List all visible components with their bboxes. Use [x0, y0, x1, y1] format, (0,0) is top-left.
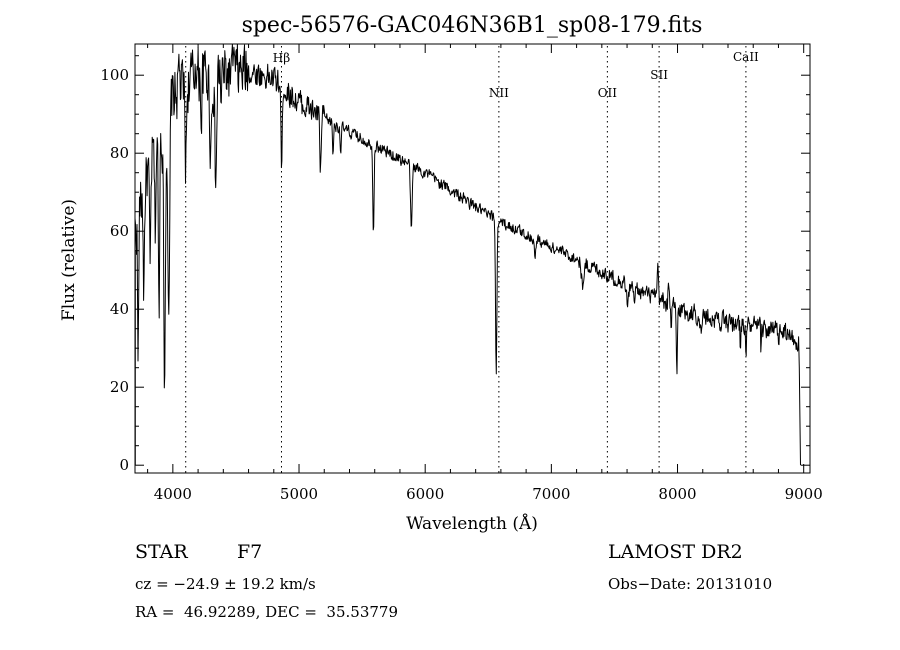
x-tick-label: 6000 [406, 485, 444, 503]
line-marker-label: OII [598, 86, 618, 100]
coordinates-label: RA = 46.92289, DEC = 35.53779 [135, 603, 399, 621]
chart-title: spec-56576-GAC046N36B1_sp08-179.fits [242, 13, 703, 38]
y-tick-label: 80 [110, 144, 129, 162]
y-tick-label: 20 [110, 378, 129, 396]
y-tick-label: 100 [100, 66, 129, 84]
line-marker-label: NII [489, 86, 509, 100]
x-tick-label: 9000 [785, 485, 823, 503]
x-tick-label: 8000 [658, 485, 696, 503]
x-tick-label: 5000 [280, 485, 318, 503]
y-tick-label: 0 [119, 456, 129, 474]
y-axis-label: Flux (relative) [59, 199, 79, 321]
obs-date-label: Obs−Date: 20131010 [608, 575, 773, 593]
y-tick-label: 60 [110, 222, 129, 240]
object-class-label: STAR [135, 541, 188, 563]
spectrum-line [134, 43, 801, 466]
object-subclass-label: F7 [237, 541, 263, 563]
line-marker-label: Hβ [273, 51, 290, 65]
plot-frame [134, 43, 811, 474]
x-axis-label: Wavelength (Å) [406, 513, 538, 534]
survey-label: LAMOST DR2 [608, 541, 743, 563]
line-marker-label: SII [650, 68, 668, 82]
plot-area: 4000 5000 6000 7000 8000 9000 0 20 40 60 80 100 Hβ NI… [100, 43, 823, 503]
velocity-label: cz = −24.9 ± 19.2 km/s [135, 575, 316, 593]
x-tick-label: 7000 [532, 485, 570, 503]
x-tick-label: 4000 [154, 485, 192, 503]
y-tick-label: 40 [110, 300, 129, 318]
line-marker-label: CaII [733, 50, 759, 64]
